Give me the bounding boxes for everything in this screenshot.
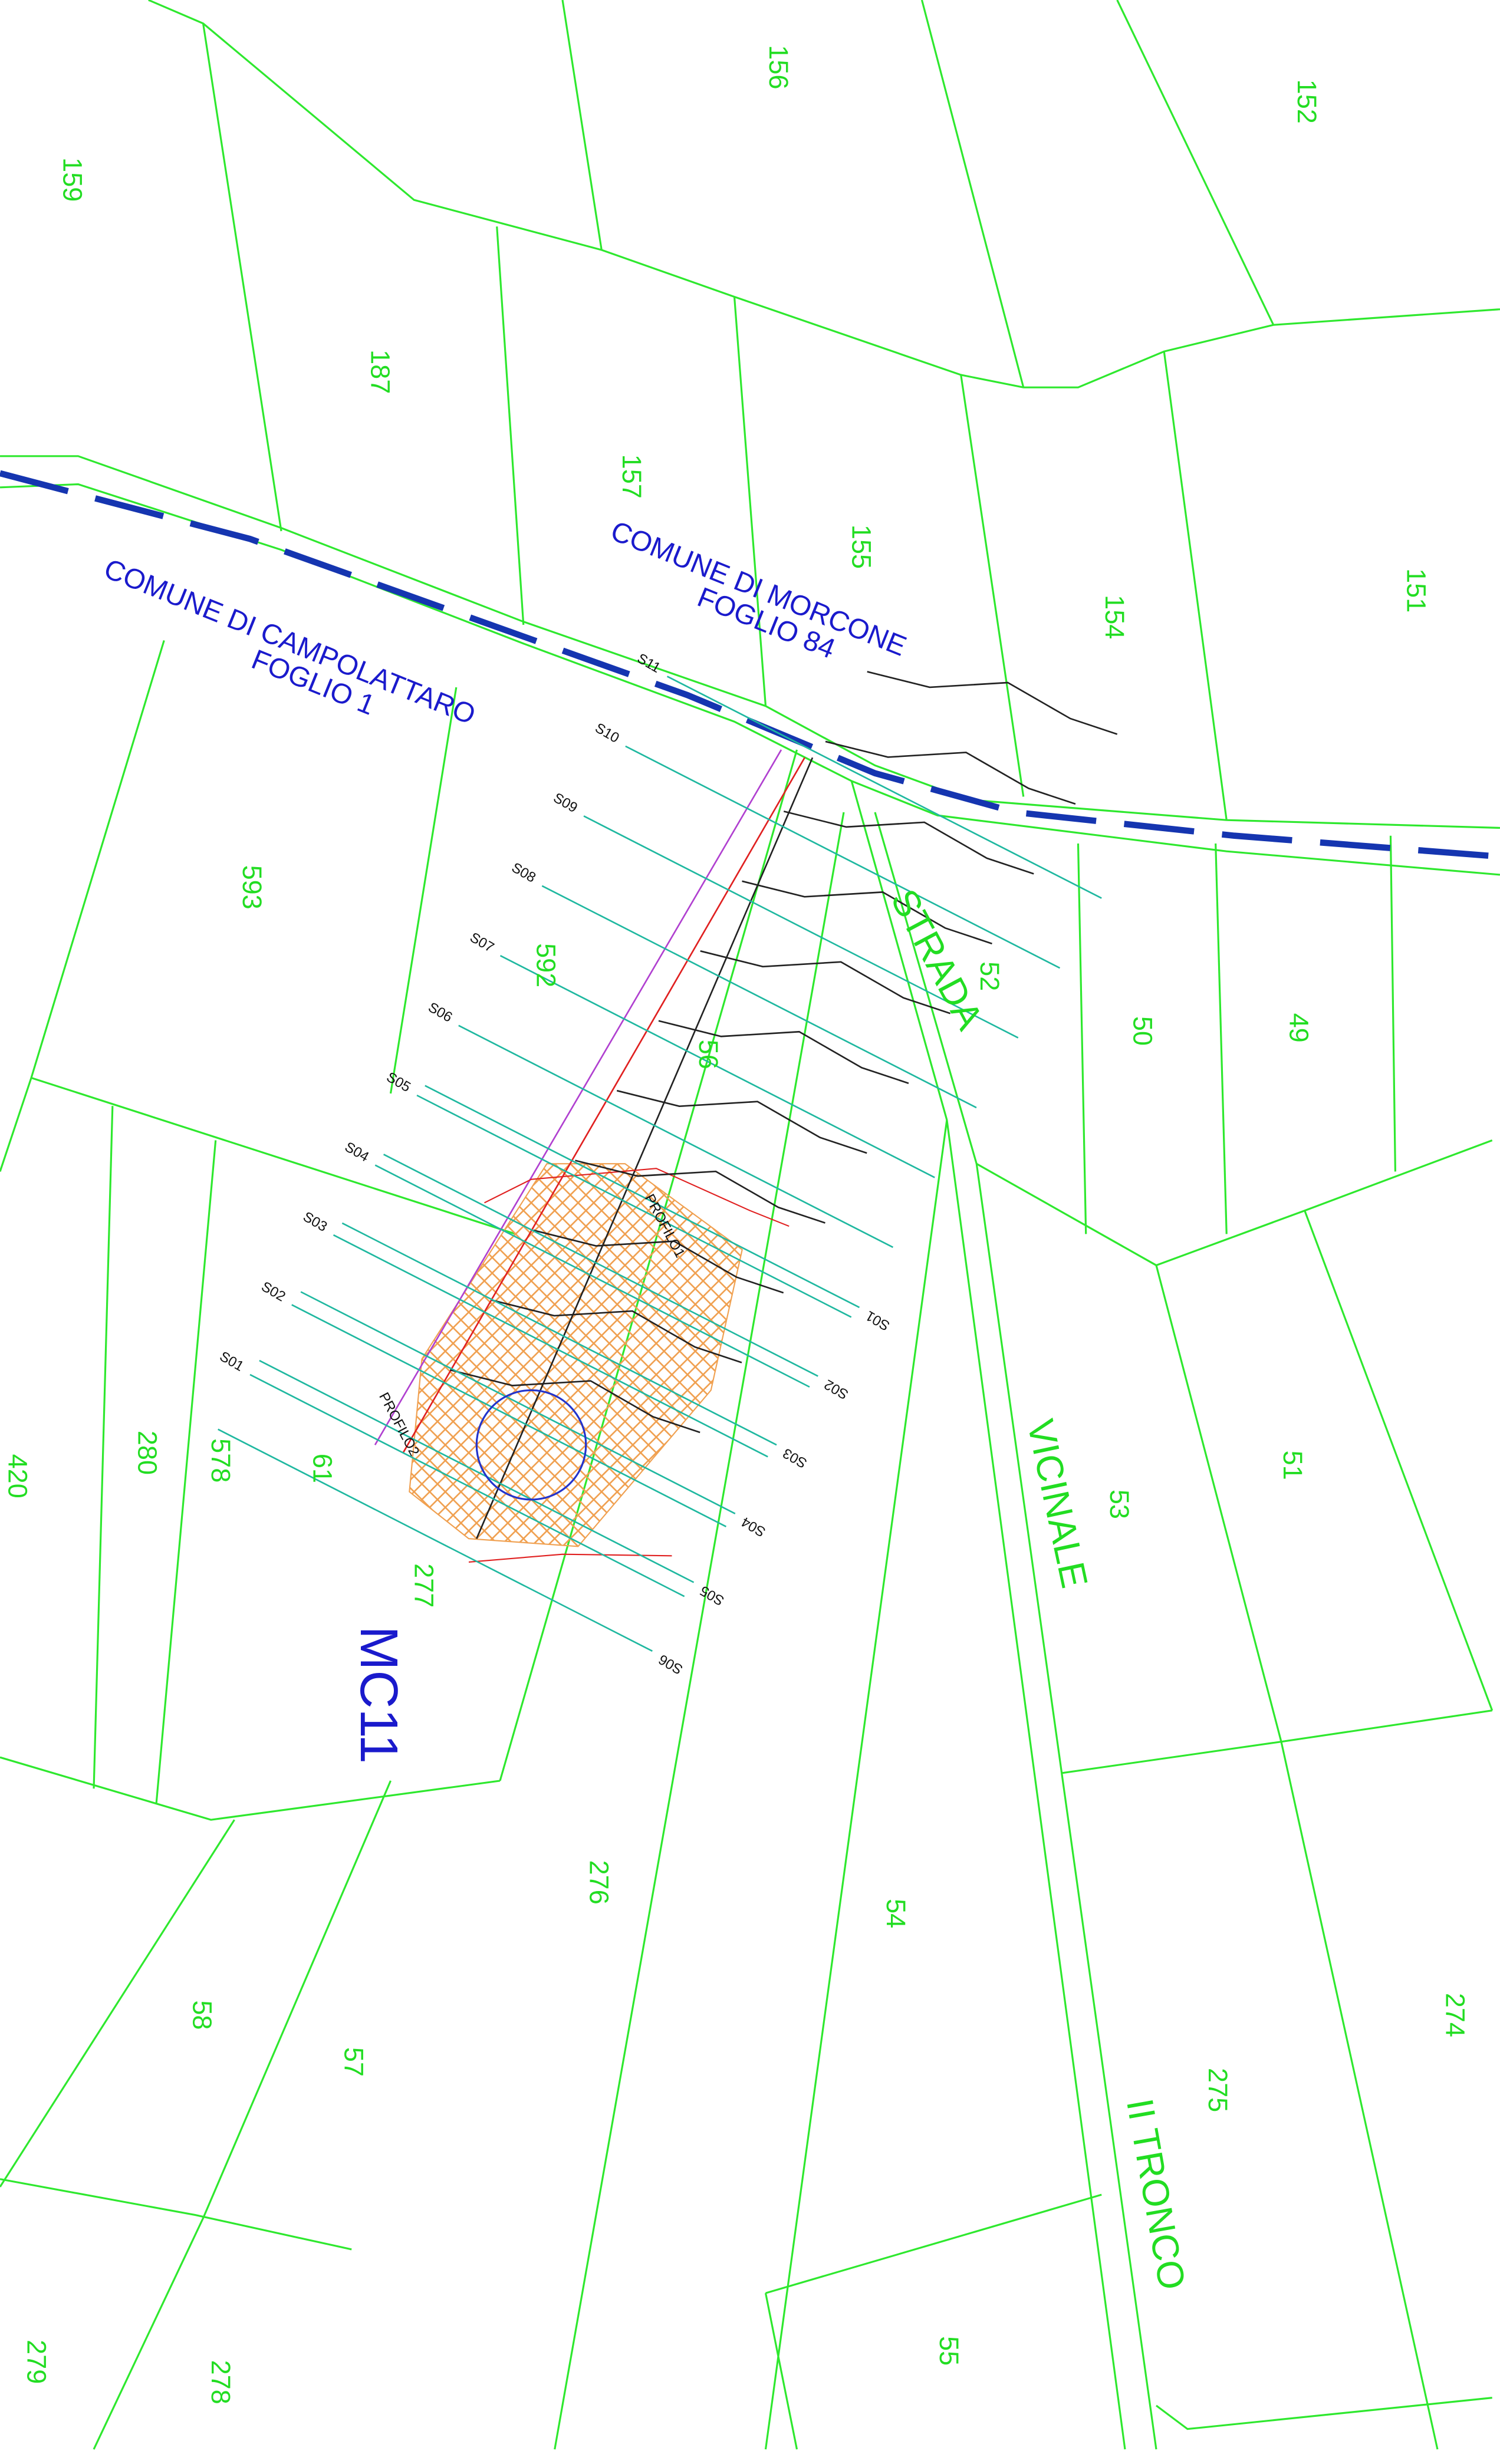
parcel-number: 278 (206, 2360, 236, 2404)
contour-line (783, 811, 1034, 875)
section-label: S04 (342, 1139, 371, 1165)
contour-line (742, 880, 992, 945)
hatched-area (409, 1163, 743, 1547)
section-label: S05 (698, 1582, 727, 1609)
section-line (300, 1291, 736, 1514)
contour-line (616, 1089, 867, 1154)
municipality-label: COMUNE DI CAMPOLATTARO (100, 553, 480, 731)
road-label: VICINALE (1019, 1416, 1096, 1592)
section-line (341, 1222, 777, 1446)
contour-line (575, 1159, 825, 1224)
contour-line (658, 1020, 909, 1084)
parcel-number: 592 (531, 943, 561, 987)
site-label: MC11 (349, 1626, 409, 1764)
parcel-number: 187 (365, 350, 395, 394)
parcel-number: 420 (3, 1454, 33, 1498)
section-label: S02 (258, 1279, 288, 1305)
parcel-number: 151 (1401, 568, 1431, 612)
parcel-number: 55 (934, 2336, 964, 2366)
section-line (425, 1085, 860, 1309)
section-label: S01 (863, 1307, 893, 1334)
parcel-number: 52 (975, 961, 1005, 991)
section-line (499, 955, 935, 1178)
parcel-number: 275 (1203, 2068, 1233, 2112)
parcel-number: 51 (1278, 1451, 1308, 1480)
parcel-number: 593 (237, 865, 267, 910)
section-line (625, 745, 1061, 969)
parcel-number: 155 (847, 525, 877, 569)
section-label: S03 (300, 1209, 330, 1236)
section-line (333, 1234, 768, 1458)
section-label: S03 (780, 1445, 810, 1471)
section-label: S01 (217, 1348, 246, 1375)
section-line (666, 676, 1102, 899)
contour-line (700, 950, 951, 1014)
section-label: S02 (821, 1376, 851, 1403)
section-label: S05 (384, 1069, 413, 1096)
circle-marker (475, 1389, 587, 1501)
contour-line (491, 1299, 742, 1363)
section-line (259, 1359, 695, 1583)
contour-line (867, 671, 1118, 735)
parcel-number: 274 (1440, 1993, 1471, 2037)
section-label: S06 (425, 999, 455, 1026)
labels: 159 156 152 187 157 155 154 151 593 592 56 52 50 49 42… (3, 45, 1471, 2404)
parcel-number: 159 (57, 157, 87, 202)
contour-line (533, 1229, 784, 1294)
profile-lines (374, 749, 814, 1563)
parcel-number: 276 (584, 1860, 614, 1905)
section-label: S07 (467, 930, 496, 956)
section-line (416, 1094, 852, 1318)
section-label: S04 (739, 1514, 768, 1540)
section-line (458, 1025, 894, 1249)
parcel-number: 57 (338, 2047, 369, 2077)
parcel-number: 277 (409, 1563, 439, 1607)
parcel-number: 280 (133, 1431, 163, 1475)
parcel-number: 157 (617, 454, 647, 499)
section-label: S11 (634, 650, 663, 676)
parcel-number: 578 (206, 1438, 236, 1483)
section-lines (218, 676, 1102, 1652)
parcel-number: 279 (21, 2340, 51, 2384)
section-line (249, 1373, 685, 1597)
parcel-number: 56 (693, 1040, 723, 1069)
parcel-number: 49 (1284, 1013, 1314, 1043)
parcel-number: 61 (307, 1454, 337, 1483)
contour-line (825, 740, 1076, 805)
parcel-number: 54 (881, 1899, 911, 1928)
parcel-number: 58 (187, 2000, 217, 2030)
section-line (541, 885, 977, 1109)
municipal-boundary (0, 470, 1493, 859)
section-line (374, 1164, 810, 1388)
parcel-number: 156 (764, 45, 794, 89)
contour-lines (449, 671, 1118, 1434)
section-line (291, 1304, 727, 1527)
parcel-number: 154 (1100, 595, 1130, 639)
parcel-number: 50 (1128, 1016, 1158, 1046)
section-label: S08 (509, 859, 538, 886)
section-label: S09 (551, 790, 580, 816)
contour-line (449, 1369, 700, 1434)
section-line (583, 815, 1019, 1039)
section-label: S10 (592, 720, 621, 746)
parcel-number: 152 (1292, 80, 1322, 124)
section-label: S06 (656, 1651, 685, 1678)
parcel-number: 53 (1104, 1490, 1134, 1519)
section-line (218, 1428, 653, 1652)
section-line (383, 1154, 818, 1377)
